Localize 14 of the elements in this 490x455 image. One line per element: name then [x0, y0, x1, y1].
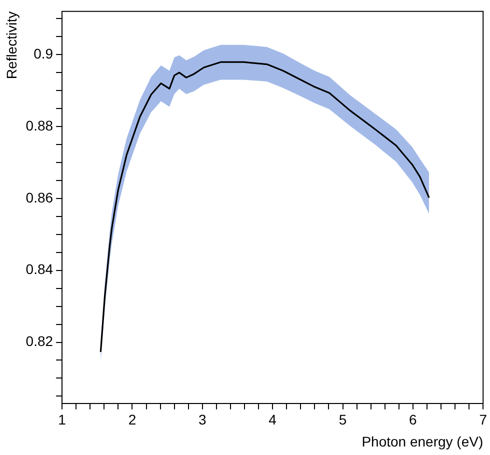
x-tick-label: 6: [409, 412, 418, 428]
y-tick-label: 0.88: [26, 117, 54, 134]
x-axis-title: Photon energy (eV): [362, 433, 484, 450]
x-tick-label: 3: [198, 412, 207, 428]
y-tick-label: 0.9: [34, 45, 54, 62]
y-tick-label: 0.82: [26, 333, 54, 350]
x-tick-label: 5: [338, 412, 347, 428]
y-tick-label: 0.84: [26, 261, 54, 278]
x-tick-label: 2: [128, 412, 136, 428]
x-tick-label: 7: [479, 412, 488, 428]
x-tick-label: 4: [268, 412, 277, 428]
y-axis-title: Reflectivity: [3, 11, 20, 80]
y-tick-label: 0.86: [26, 189, 54, 206]
x-tick-label: 1: [58, 412, 66, 428]
